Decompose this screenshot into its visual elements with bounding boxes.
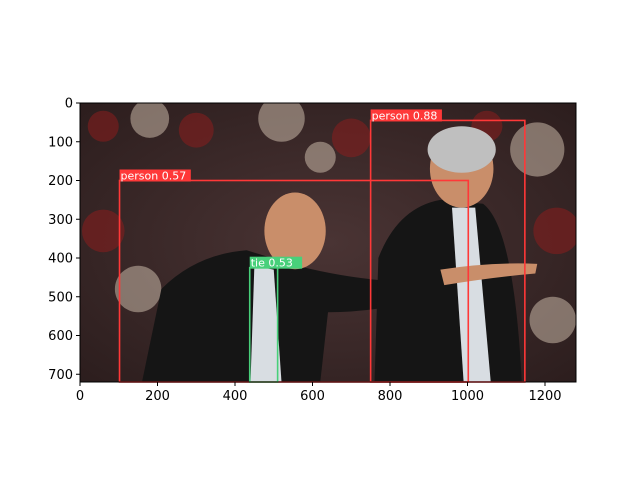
label-person: person 0.57: [121, 170, 187, 183]
y-tick-label: 700: [48, 368, 73, 383]
photo-crowd-blob: [331, 118, 371, 158]
y-tick-label: 300: [48, 213, 73, 228]
photo-right-figure-hair: [427, 126, 496, 173]
photo-left-figure-suit: [142, 250, 443, 382]
photo-crowd-blob: [114, 265, 162, 313]
photo-crowd-blob: [529, 296, 576, 344]
photo-left-figure-shirt: [250, 265, 282, 382]
x-tick-label: 1000: [451, 389, 484, 404]
photo-crowd-blob: [87, 110, 119, 142]
photo-crowd-blob: [81, 209, 125, 253]
label-bg-tie: [249, 256, 303, 269]
photo-crowd-blob: [130, 103, 170, 138]
photo-right-figure-shirt: [452, 207, 491, 382]
y-axis: 0 100 200 300 400 500 600 700: [48, 97, 80, 383]
background-photo: [80, 103, 576, 382]
x-tick-label: 1200: [528, 389, 561, 404]
label-person: person 0.88: [372, 109, 438, 122]
photo-crowd-blob: [258, 103, 305, 142]
x-tick-label: 800: [378, 389, 403, 404]
photo-crowd-blob: [178, 112, 214, 148]
y-tick-label: 200: [48, 174, 73, 189]
y-tick-label: 400: [48, 252, 73, 267]
y-tick-label: 500: [48, 290, 73, 305]
label-tie: tie 0.53: [251, 257, 293, 270]
photo-crowd-blob: [304, 141, 336, 173]
label-bg-person: [119, 169, 191, 182]
x-tick-label: 600: [300, 389, 325, 404]
x-tick-label: 0: [76, 389, 84, 404]
x-axis: 0 200 400 600 800 1000 1200: [76, 382, 562, 404]
x-tick-label: 400: [223, 389, 248, 404]
detection-tie: tie 0.53: [248, 256, 303, 383]
photo-crowd-blob: [533, 207, 576, 255]
axes-frame: [79, 102, 577, 383]
x-tick-label: 200: [145, 389, 170, 404]
y-tick-label: 600: [48, 329, 73, 344]
y-tick-label: 0: [65, 97, 73, 112]
label-bg-person: [370, 109, 442, 122]
photo-crowd-blob: [510, 122, 565, 177]
photo-left-figure-head: [264, 192, 326, 270]
y-tick-label: 100: [48, 135, 73, 150]
photo-right-figure-hand: [440, 263, 538, 286]
